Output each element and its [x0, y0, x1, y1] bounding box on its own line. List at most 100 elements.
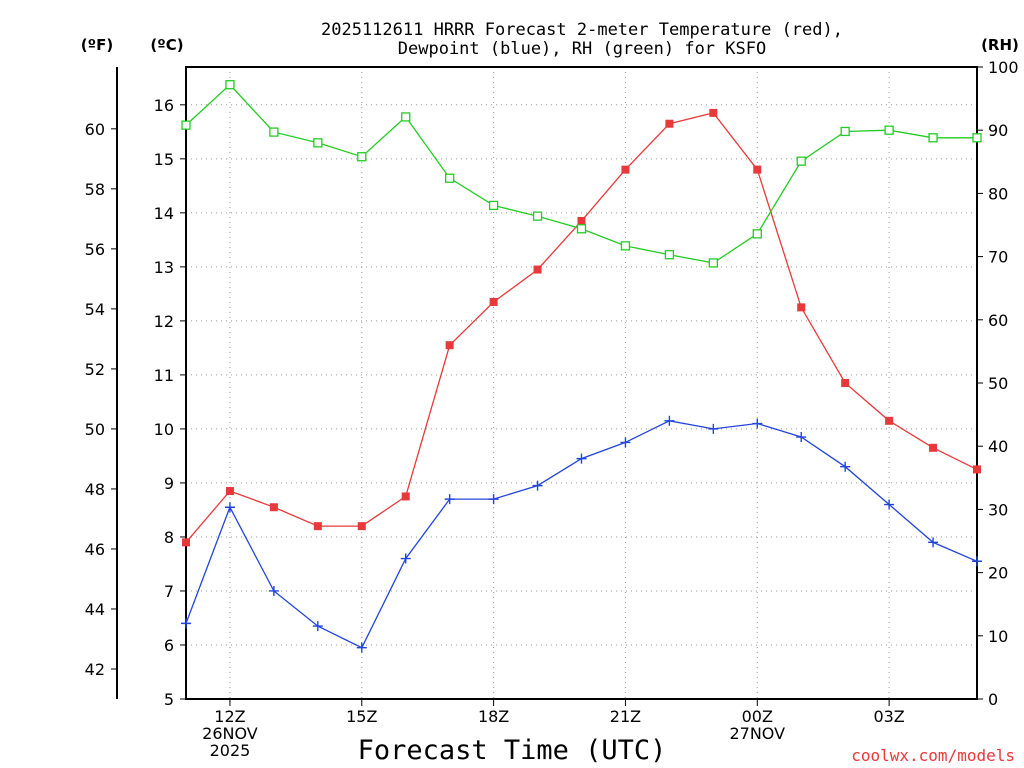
data-point [709, 108, 718, 117]
fahrenheit-tick-label: 56 [85, 240, 105, 259]
data-point [752, 229, 762, 239]
data-point [885, 416, 894, 425]
data-point [532, 480, 543, 491]
data-point [753, 165, 762, 174]
rh-tick-label: 60 [988, 311, 1008, 330]
rh-unit-label: (RH) [981, 36, 1019, 54]
chart-title-line2: Dewpoint (blue), RH (green) for KSFO [398, 39, 766, 59]
data-point [620, 241, 631, 251]
data-point [357, 522, 366, 531]
fahrenheit-tick-label: 54 [85, 300, 105, 319]
rh-tick-label: 0 [988, 690, 998, 709]
data-point [621, 165, 630, 174]
x-tick-label: 18Z [478, 707, 509, 726]
data-point [225, 487, 234, 496]
credit-text: coolwx.com/models [851, 746, 1015, 765]
data-point [269, 503, 278, 512]
celsius-tick-label: 12 [154, 312, 174, 331]
data-point [401, 112, 411, 122]
data-point [356, 642, 367, 653]
data-point [796, 156, 806, 166]
fahrenheit-unit-label: (ºF) [81, 36, 113, 54]
celsius-tick-label: 14 [154, 204, 174, 223]
rh-tick-label: 20 [988, 564, 1008, 583]
rh-tick-label: 40 [988, 437, 1008, 456]
data-point [268, 585, 279, 596]
series-2-meter-temperature [182, 108, 981, 547]
series-line [185, 83, 977, 264]
celsius-tick-label: 8 [164, 528, 174, 547]
x-tick-label: 2025 [210, 741, 251, 760]
fahrenheit-tick-label: 60 [85, 120, 105, 139]
data-point [796, 432, 807, 443]
data-point [840, 126, 850, 137]
data-point [269, 127, 279, 137]
data-point [313, 522, 322, 531]
fahrenheit-tick-label: 42 [85, 660, 105, 679]
x-tick-label: 15Z [346, 707, 377, 726]
celsius-tick-label: 10 [154, 420, 174, 439]
rh-tick-label: 90 [988, 121, 1008, 140]
celsius-tick-label: 13 [154, 258, 174, 277]
series-dewpoint [181, 415, 982, 653]
x-tick-label: 03Z [873, 707, 904, 726]
celsius-tick-label: 9 [164, 474, 174, 493]
data-point [401, 492, 410, 501]
celsius-unit-label: (ºC) [150, 36, 183, 54]
rh-tick-label: 10 [988, 627, 1008, 646]
data-point [488, 494, 499, 505]
data-point [841, 379, 850, 387]
x-tick-label: 26NOV [202, 724, 258, 743]
data-point [928, 133, 938, 143]
celsius-tick-label: 7 [164, 582, 174, 601]
fahrenheit-tick-label: 46 [85, 540, 105, 559]
data-point [576, 453, 587, 464]
data-point [973, 465, 981, 474]
rh-tick-label: 50 [988, 374, 1008, 393]
data-point [445, 341, 454, 350]
data-point [533, 265, 542, 274]
data-point [972, 556, 982, 567]
x-tick-label: 00Z [742, 707, 773, 726]
data-point [664, 250, 675, 260]
data-point [664, 415, 675, 426]
data-point [708, 258, 718, 268]
chart-title-line1: 2025112611 HRRR Forecast 2-meter Tempera… [321, 20, 843, 40]
data-point [929, 443, 938, 452]
celsius-tick-label: 16 [154, 96, 174, 115]
x-tick-label: 27NOV [729, 724, 785, 743]
data-point [313, 138, 323, 148]
celsius-tick-label: 11 [154, 366, 174, 385]
data-point [576, 224, 587, 234]
fahrenheit-tick-label: 58 [85, 180, 105, 199]
axis-layer: 4244464850525456586056789101112131415160… [85, 58, 1019, 760]
data-point [972, 133, 982, 143]
data-point [884, 499, 895, 510]
data-point [665, 119, 674, 128]
fahrenheit-tick-label: 44 [85, 600, 105, 619]
data-point [840, 461, 851, 472]
data-point [225, 80, 235, 90]
series-rh [181, 80, 982, 268]
fahrenheit-tick-label: 50 [85, 420, 105, 439]
data-point [182, 538, 190, 547]
data-point [445, 173, 455, 183]
data-point [224, 502, 235, 513]
data-point [400, 553, 411, 564]
celsius-tick-label: 6 [164, 636, 174, 655]
series-layer [181, 80, 982, 653]
data-point [532, 211, 543, 221]
x-tick-label: 21Z [610, 707, 641, 726]
data-point [752, 418, 763, 429]
fahrenheit-tick-label: 52 [85, 360, 105, 379]
celsius-tick-label: 15 [154, 150, 174, 169]
data-point [357, 152, 367, 162]
grid-layer [186, 67, 977, 699]
data-point [312, 621, 323, 632]
data-point [488, 200, 499, 211]
rh-tick-label: 80 [988, 184, 1008, 203]
x-axis-title: Forecast Time (UTC) [358, 735, 667, 766]
data-point [620, 437, 631, 448]
celsius-tick-label: 5 [164, 690, 174, 709]
